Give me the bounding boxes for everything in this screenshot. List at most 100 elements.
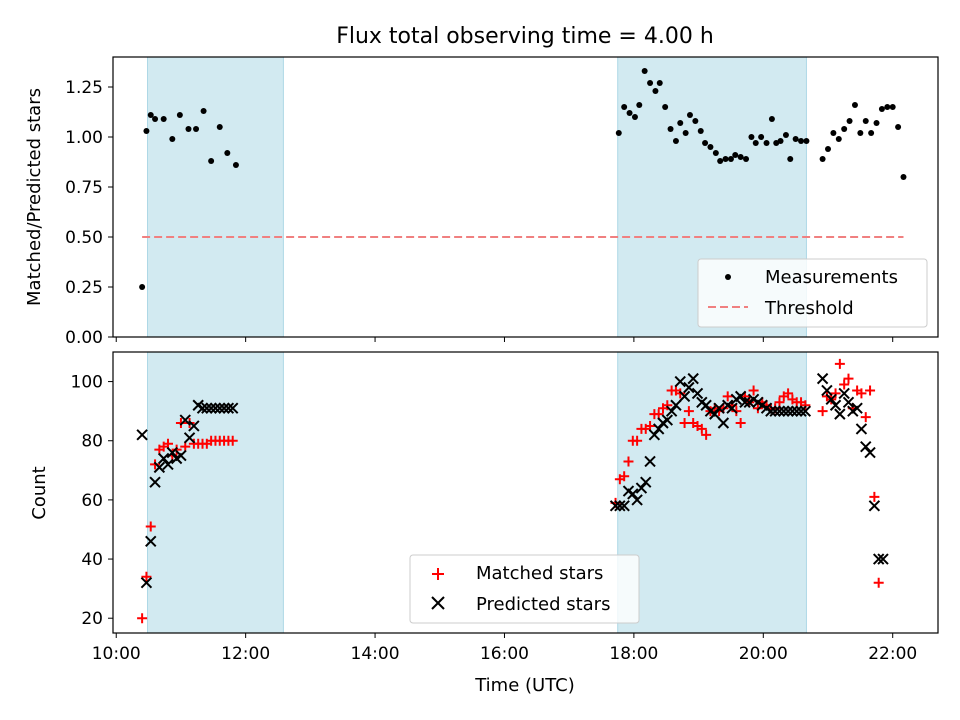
measurement-point xyxy=(732,152,739,158)
measurement-point xyxy=(798,138,805,144)
predicted-star-point xyxy=(222,402,235,414)
bottom-panel: 20 40 60 80 100 10:00 12:00 14:00 16:00 18:00 20:… xyxy=(29,351,939,696)
measurement-point xyxy=(682,130,689,136)
legend-label-predicted: Predicted stars xyxy=(476,594,610,615)
measurement-point xyxy=(143,128,150,134)
matched-star-point xyxy=(873,577,884,588)
measurement-point xyxy=(825,146,831,152)
predicted-star-point xyxy=(214,402,226,414)
top-y-axis-label: Matched/Predicted stars xyxy=(24,88,45,306)
predicted-star-point xyxy=(183,432,196,444)
measurement-point xyxy=(615,130,622,136)
measurement-point xyxy=(717,158,724,164)
legend-marker-matched xyxy=(432,568,444,580)
bottom-y-tick-label: 20 xyxy=(81,609,103,629)
bottom-y-tick-label: 80 xyxy=(81,432,103,452)
predicted-star-point xyxy=(166,446,179,459)
matched-star-point xyxy=(735,417,746,428)
measurement-point xyxy=(160,116,167,122)
bottom-legend: Matched stars Predicted stars xyxy=(409,554,640,624)
predicted-star-point xyxy=(665,405,678,417)
predicted-star-point xyxy=(201,402,213,414)
measurement-point xyxy=(641,68,648,74)
measurement-point xyxy=(787,156,794,162)
measurement-point xyxy=(895,124,902,130)
measurement-point xyxy=(792,136,799,142)
predicted-star-point xyxy=(687,372,699,385)
measurement-point xyxy=(846,118,853,124)
predicted-star-point xyxy=(691,387,704,400)
predicted-star-point xyxy=(717,417,730,429)
predicted-star-point xyxy=(739,396,751,408)
bottom-legend-box xyxy=(409,554,640,624)
matched-star-point xyxy=(632,435,643,446)
bottom-y-ticks: 20 40 60 80 100 xyxy=(71,373,113,629)
measurement-point xyxy=(702,140,709,146)
top-legend: Measurements Threshold xyxy=(697,258,928,328)
bottom-x-tick-label: 22:00 xyxy=(868,644,917,664)
matched-star-point xyxy=(817,406,828,417)
matched-star-point xyxy=(696,423,707,434)
legend-label-threshold: Threshold xyxy=(764,298,854,319)
predicted-star-point xyxy=(609,500,622,512)
measurement-point xyxy=(777,138,784,144)
measurement-point xyxy=(803,138,810,144)
predicted-star-point xyxy=(860,440,872,453)
legend-label-measurements: Measurements xyxy=(765,267,898,288)
matched-star-point xyxy=(860,412,871,423)
measurement-point xyxy=(672,138,679,144)
predicted-star-point xyxy=(631,494,643,506)
measurement-point xyxy=(692,118,699,124)
measurement-point xyxy=(193,126,200,132)
predicted-star-point xyxy=(834,408,846,420)
measurement-point xyxy=(626,110,633,116)
top-axes-frame xyxy=(112,56,939,338)
legend-marker-measurements xyxy=(725,274,731,280)
bottom-x-tick-label: 20:00 xyxy=(739,644,788,664)
matched-star-point xyxy=(843,373,854,384)
measurement-point xyxy=(636,102,643,108)
measurement-point xyxy=(737,154,744,160)
matched-star-point xyxy=(722,391,733,402)
measurement-point xyxy=(686,112,693,118)
matched-star-point xyxy=(619,471,630,482)
predicted-star-point xyxy=(791,405,803,417)
measurement-point xyxy=(677,120,684,126)
measurement-point xyxy=(662,104,669,110)
predicted-star-point xyxy=(709,408,721,420)
predicted-star-point xyxy=(726,402,738,414)
measurement-point xyxy=(667,126,674,132)
predicted-star-point xyxy=(635,482,648,494)
measurement-point xyxy=(727,156,734,162)
bottom-axes-frame xyxy=(112,351,939,634)
measurement-point xyxy=(722,156,729,162)
predicted-star-point xyxy=(196,402,209,414)
measurement-point xyxy=(819,156,826,162)
bottom-y-axis-label: Count xyxy=(29,466,50,519)
bottom-y-tick-label: 60 xyxy=(81,491,103,511)
predicted-star-point xyxy=(713,402,725,414)
predicted-star-point xyxy=(614,500,626,512)
bottom-x-ticks: 10:00 12:00 14:00 16:00 18:00 20:00 22:00 xyxy=(92,633,917,664)
matched-star-point xyxy=(623,456,634,467)
matched-star-point xyxy=(683,406,694,417)
matched-star-point xyxy=(137,613,148,624)
measurement-point xyxy=(224,150,231,156)
predicted-star-point xyxy=(821,384,833,397)
predicted-star-point xyxy=(795,405,807,417)
predicted-star-point xyxy=(157,452,170,465)
bottom-x-tick-label: 18:00 xyxy=(609,644,658,664)
measurement-point xyxy=(621,104,628,110)
predicted-star-point xyxy=(175,449,187,462)
predicted-star-point xyxy=(140,577,153,589)
matched-star-point xyxy=(800,400,811,411)
measurement-point xyxy=(763,140,770,146)
matched-star-point xyxy=(869,491,880,502)
top-legend-box xyxy=(697,258,928,328)
matched-star-point xyxy=(145,521,156,532)
predicted-star-point xyxy=(670,399,682,411)
measurement-point xyxy=(200,108,207,114)
top-plot-area xyxy=(139,68,907,290)
predicted-star-point xyxy=(136,429,148,441)
measurement-point xyxy=(782,132,789,138)
